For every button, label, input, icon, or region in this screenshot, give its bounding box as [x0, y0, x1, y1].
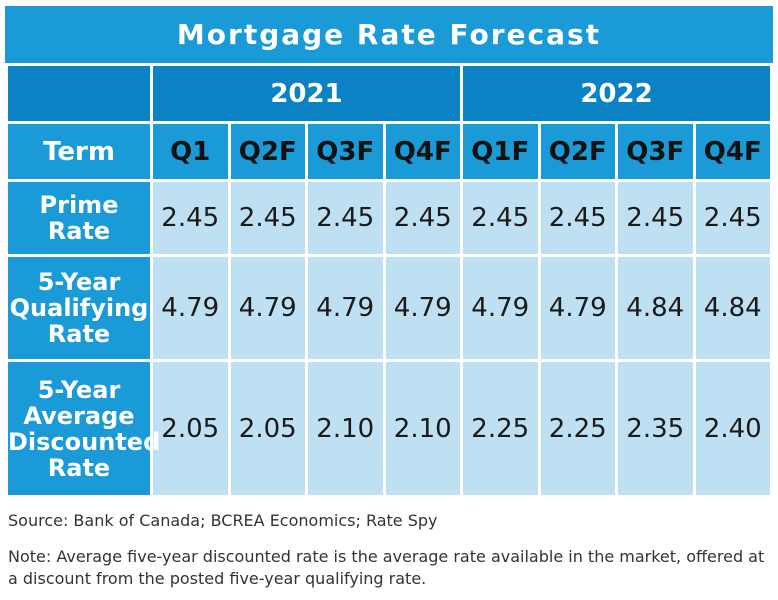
column-header: Q2F	[227, 121, 308, 182]
table-cell: 2.05	[150, 359, 231, 498]
row-label: 5-Year Average Discounted Rate	[5, 359, 160, 498]
column-header: Q4F	[382, 121, 463, 182]
table-row-qualifying-rate: 5-Year Qualifying Rate 4.79 4.79 4.79 4.…	[5, 254, 773, 362]
row-label: Prime Rate	[5, 179, 153, 257]
table-cell: 2.45	[692, 179, 773, 257]
table-cell: 4.79	[382, 254, 463, 362]
table-cell: 4.84	[615, 254, 696, 362]
source-note: Source: Bank of Canada; BCREA Economics;…	[8, 511, 438, 530]
footnote: Note: Average five-year discounted rate …	[8, 547, 765, 588]
table-cell: 2.45	[382, 179, 463, 257]
rate-forecast-panel: Mortgage Rate Forecast 2021 2022 Term Q1…	[5, 6, 773, 498]
column-header: Q1F	[460, 121, 541, 182]
table-row-prime-rate: Prime Rate 2.45 2.45 2.45 2.45 2.45 2.45…	[5, 179, 773, 257]
table-cell: 2.25	[537, 359, 618, 498]
column-header: Q4F	[692, 121, 773, 182]
table-cell: 2.45	[150, 179, 231, 257]
table-cell: 4.84	[692, 254, 773, 362]
term-header: Term	[5, 121, 153, 182]
table-cell: 4.79	[150, 254, 231, 362]
column-header: Q2F	[537, 121, 618, 182]
table-cell: 4.79	[227, 254, 308, 362]
table-cell: 2.25	[460, 359, 541, 498]
table-cell: 2.35	[615, 359, 696, 498]
table-cell: 2.05	[227, 359, 308, 498]
quarter-header-row: Term Q1 Q2F Q3F Q4F Q1F Q2F Q3F Q4F	[5, 121, 773, 182]
row-label: 5-Year Qualifying Rate	[5, 254, 153, 362]
table-cell: 2.10	[305, 359, 386, 498]
table-row-discounted-rate: 5-Year Average Discounted Rate 2.05 2.05…	[5, 359, 773, 498]
rate-table: 2021 2022 Term Q1 Q2F Q3F Q4F Q1F Q2F Q3…	[5, 66, 773, 498]
table-cell: 2.45	[227, 179, 308, 257]
year-2022-header: 2022	[460, 66, 773, 124]
year-spacer	[5, 66, 153, 124]
table-cell: 2.45	[305, 179, 386, 257]
table-cell: 2.45	[615, 179, 696, 257]
table-title: Mortgage Rate Forecast	[5, 6, 773, 66]
column-header: Q3F	[305, 121, 386, 182]
year-2021-header: 2021	[150, 66, 463, 124]
table-cell: 4.79	[305, 254, 386, 362]
table-cell: 4.79	[460, 254, 541, 362]
year-header-row: 2021 2022	[5, 66, 773, 124]
column-header: Q1	[150, 121, 231, 182]
table-cell: 2.45	[460, 179, 541, 257]
column-header: Q3F	[615, 121, 696, 182]
table-cell: 2.40	[692, 359, 773, 498]
table-cell: 4.79	[537, 254, 618, 362]
table-cell: 2.10	[382, 359, 463, 498]
table-cell: 2.45	[537, 179, 618, 257]
